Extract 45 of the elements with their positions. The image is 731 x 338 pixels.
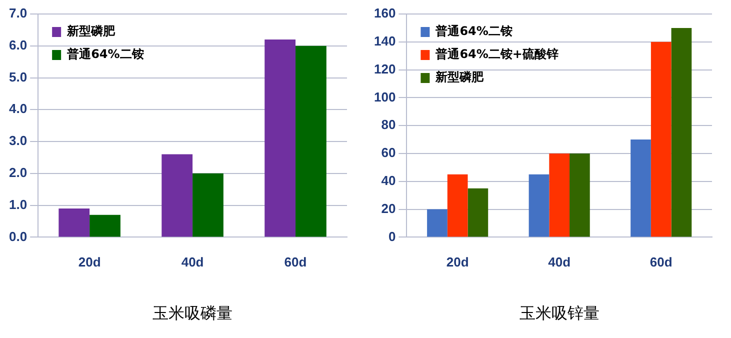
x-tick-label: 60d <box>284 254 307 270</box>
bar <box>650 42 672 237</box>
y-tick-label: 60 <box>381 145 396 160</box>
y-tick-label: 6.0 <box>8 37 28 52</box>
legend-label: 普通64%二铵+硫酸锌 <box>434 47 558 62</box>
x-tick-label: 40d <box>181 254 204 270</box>
bar <box>264 40 296 237</box>
y-tick-label: 80 <box>381 117 396 132</box>
bar <box>528 174 550 237</box>
bar <box>549 154 570 237</box>
y-tick-label: 100 <box>374 89 396 104</box>
bar <box>192 173 224 237</box>
y-tick-label: 20 <box>381 200 396 216</box>
y-tick-label: 2.0 <box>8 165 28 180</box>
bar <box>468 188 488 237</box>
y-tick-label: 0.0 <box>8 228 28 244</box>
y-tick-label: 120 <box>374 61 396 76</box>
y-tick-label: 160 <box>374 6 396 21</box>
legend-label: 普通64%二铵 <box>434 24 512 38</box>
bar <box>630 140 651 237</box>
y-tick-label: 140 <box>374 33 396 48</box>
bar <box>58 208 90 237</box>
y-tick-label: 5.0 <box>8 69 28 84</box>
legend-label: 普通64%二铵 <box>66 47 144 62</box>
bar <box>90 214 120 237</box>
y-tick-label: 40 <box>381 172 396 188</box>
x-axis-title: 玉米吸锌量 <box>519 304 600 323</box>
legend-label: 新型磷肥 <box>434 70 485 84</box>
legend-label: 新型磷肥 <box>66 24 116 38</box>
y-tick-label: 0 <box>388 228 396 244</box>
y-tick-label: 1.0 <box>8 196 28 212</box>
y-tick-label: 3.0 <box>8 133 28 148</box>
bar <box>427 209 448 237</box>
x-tick-label: 20d <box>446 254 469 270</box>
y-tick-label: 4.0 <box>8 101 28 116</box>
y-tick-label: 7.0 <box>8 6 28 21</box>
bar <box>570 154 590 237</box>
x-axis-title: 玉米吸磷量 <box>152 304 233 323</box>
x-tick-label: 40d <box>548 254 571 270</box>
bar <box>671 28 692 237</box>
bar <box>447 174 468 237</box>
x-tick-label: 20d <box>78 254 101 270</box>
bar <box>296 46 326 237</box>
x-tick-label: 60d <box>650 254 672 270</box>
bar <box>162 154 193 237</box>
